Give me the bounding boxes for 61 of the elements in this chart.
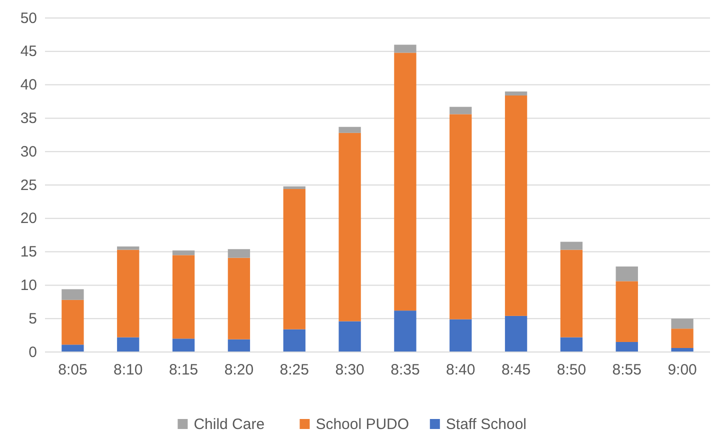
y-tick-label: 45 xyxy=(20,43,37,60)
x-tick-label: 8:40 xyxy=(446,362,476,379)
bar xyxy=(172,338,195,352)
bar xyxy=(504,91,528,96)
bar xyxy=(450,106,472,114)
bar xyxy=(504,316,528,352)
bar xyxy=(504,95,528,316)
bar xyxy=(228,258,250,340)
y-tick-label: 15 xyxy=(20,244,37,261)
y-tick-label: 20 xyxy=(20,210,37,228)
x-tick-label: 8:35 xyxy=(390,362,420,379)
bar xyxy=(283,186,306,190)
x-tick-label: 8:05 xyxy=(58,362,88,379)
x-tick-label: 8:50 xyxy=(556,362,586,379)
bar xyxy=(560,337,583,352)
x-tick-label: 8:30 xyxy=(335,362,364,379)
bar xyxy=(671,328,694,348)
bar xyxy=(117,337,140,352)
bar xyxy=(62,289,84,300)
bar xyxy=(283,329,306,352)
bar xyxy=(616,342,638,352)
bar xyxy=(338,321,361,352)
bar xyxy=(117,246,140,250)
y-tick-label: 0 xyxy=(28,344,37,361)
y-tick-label: 30 xyxy=(20,143,37,160)
bar xyxy=(283,189,306,330)
bar xyxy=(394,310,416,352)
bar xyxy=(450,114,472,320)
bar xyxy=(616,281,638,342)
y-tick-label: 50 xyxy=(20,10,37,27)
x-tick-label: 8:10 xyxy=(114,362,143,379)
bar xyxy=(62,344,84,352)
legend-label: School PUDO xyxy=(316,416,410,433)
bar xyxy=(671,318,694,329)
bar xyxy=(394,52,416,311)
legend-label: Child Care xyxy=(194,416,265,433)
bar xyxy=(616,266,638,282)
y-tick-label: 5 xyxy=(28,310,37,328)
bar xyxy=(450,319,472,352)
bar xyxy=(228,339,250,352)
bar xyxy=(172,255,195,339)
x-tick-label: 8:20 xyxy=(224,362,254,379)
bar xyxy=(338,132,361,322)
x-tick-label: 8:25 xyxy=(280,362,309,379)
bar xyxy=(394,44,416,53)
x-tick-label: 8:15 xyxy=(168,362,198,379)
bar xyxy=(560,242,583,250)
x-tick-label: 8:55 xyxy=(612,362,642,379)
x-tick-label: 8:45 xyxy=(501,362,531,379)
x-tick-label: 9:00 xyxy=(668,362,697,379)
y-tick-label: 35 xyxy=(20,110,37,127)
bar xyxy=(338,126,361,133)
bar xyxy=(117,250,140,338)
y-tick-label: 40 xyxy=(20,76,37,94)
legend-label: Staff School xyxy=(446,416,527,433)
bar xyxy=(62,300,84,345)
y-tick-label: 10 xyxy=(20,277,37,294)
y-tick-label: 25 xyxy=(20,176,37,194)
bar xyxy=(228,249,250,258)
bar xyxy=(172,250,195,256)
bar xyxy=(560,250,583,338)
